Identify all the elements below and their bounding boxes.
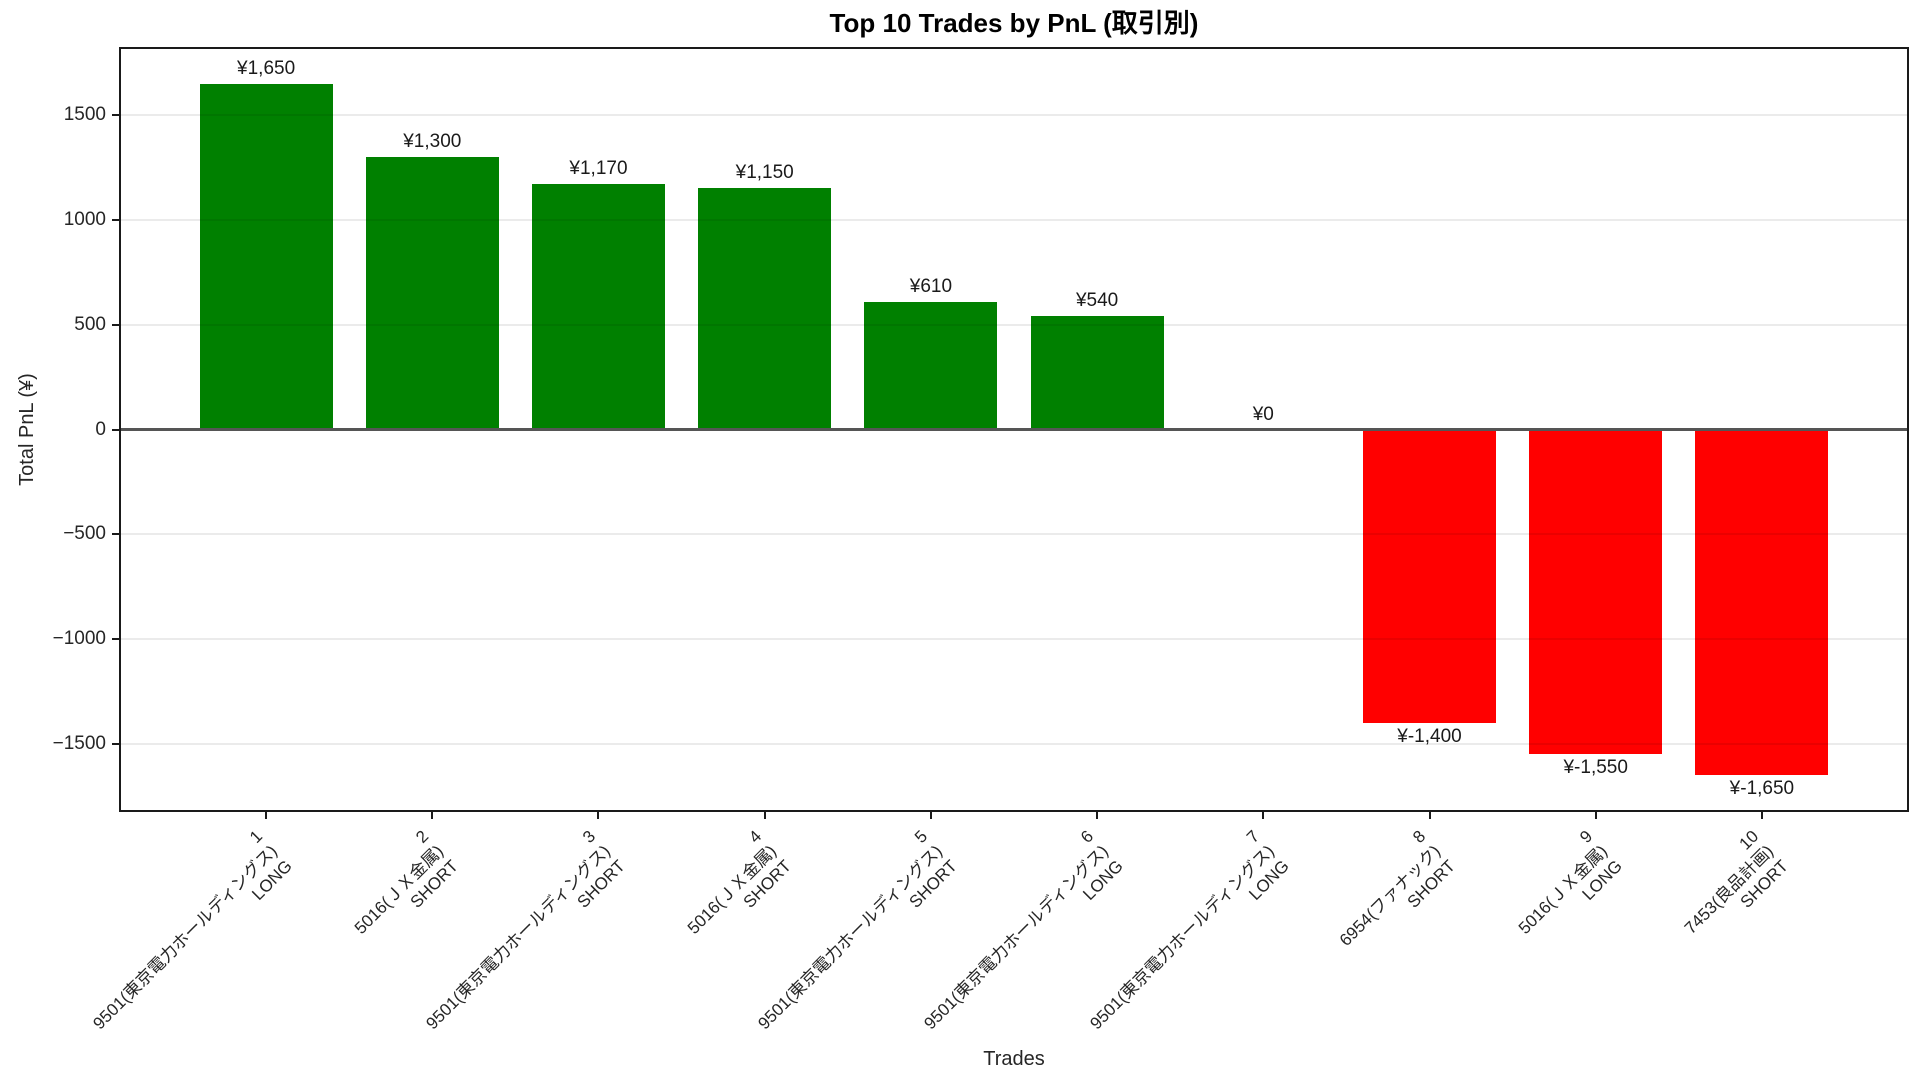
y-tick-label: −1500	[52, 732, 106, 754]
bar-positive	[365, 156, 499, 430]
x-tick-label: 10 7453(良品計画) SHORT	[1680, 826, 1792, 938]
y-tick-label: 500	[74, 313, 106, 335]
bar-negative	[1363, 429, 1496, 723]
bar-negative	[1529, 429, 1663, 755]
x-tick-label: 9 5016(ＪＸ金属) LONG	[1514, 826, 1626, 938]
x-tick-label: 2 5016(ＪＸ金属) SHORT	[351, 826, 463, 938]
x-tick-label: 8 6954(ファナック) SHORT	[1336, 826, 1460, 950]
x-axis-label: Trades	[983, 1048, 1045, 1070]
zero-line	[121, 428, 1907, 431]
bar-value-label: ¥1,150	[735, 162, 794, 184]
y-tick-mark	[112, 218, 121, 221]
y-tick-mark	[112, 638, 121, 641]
y-tick-label: 1000	[63, 208, 106, 230]
x-tick-label: 1 9501(東京電力ホールディングス) LONG	[89, 826, 296, 1034]
x-tick-mark	[265, 810, 268, 819]
gridline	[121, 323, 1907, 326]
bar-value-label: ¥610	[909, 275, 953, 297]
x-tick-mark	[431, 810, 434, 819]
bar-positive	[1030, 316, 1164, 430]
y-tick-label: 0	[95, 418, 106, 440]
x-tick-mark	[1760, 810, 1763, 819]
y-tick-label: −500	[63, 523, 106, 545]
bar-value-label: ¥-1,650	[1729, 778, 1795, 800]
y-axis-label-text: Total PnL (¥)	[15, 373, 38, 486]
bar-positive	[199, 83, 333, 430]
y-tick-mark	[112, 323, 121, 326]
bar-value-label: ¥1,650	[237, 57, 296, 79]
bar-negative	[1695, 429, 1829, 776]
x-tick-mark	[1594, 810, 1597, 819]
bar-positive	[864, 301, 998, 430]
y-tick-mark	[112, 428, 121, 431]
y-tick-label: 1500	[63, 104, 106, 126]
bar-value-label: ¥-1,550	[1563, 757, 1628, 779]
x-tick-mark	[929, 810, 932, 819]
x-tick-mark	[597, 810, 600, 819]
y-tick-mark	[112, 533, 121, 536]
gridline	[121, 218, 1907, 221]
bar-positive	[531, 184, 665, 430]
x-tick-mark	[763, 810, 766, 819]
gridline	[121, 742, 1907, 745]
bar-value-label: ¥540	[1075, 290, 1119, 312]
y-tick-mark	[112, 742, 121, 745]
bar-value-label: ¥-1,400	[1397, 725, 1462, 747]
x-tick-mark	[1428, 810, 1431, 819]
y-axis-label: Total PnL (¥)	[10, 49, 44, 810]
gridline	[121, 638, 1907, 641]
x-tick-mark	[1262, 810, 1265, 819]
gridline	[121, 533, 1907, 536]
bar-value-label: ¥1,300	[403, 130, 462, 152]
bar-value-label: ¥0	[1252, 403, 1274, 425]
bar-positive	[698, 188, 832, 430]
bar-value-label: ¥1,170	[569, 158, 628, 180]
chart-title: Top 10 Trades by PnL (取引別)	[829, 8, 1199, 38]
x-tick-label: 4 5016(ＪＸ金属) SHORT	[683, 826, 795, 938]
x-tick-mark	[1096, 810, 1099, 819]
y-tick-mark	[112, 114, 121, 117]
gridline	[121, 114, 1907, 117]
y-tick-label: −1000	[52, 628, 106, 650]
